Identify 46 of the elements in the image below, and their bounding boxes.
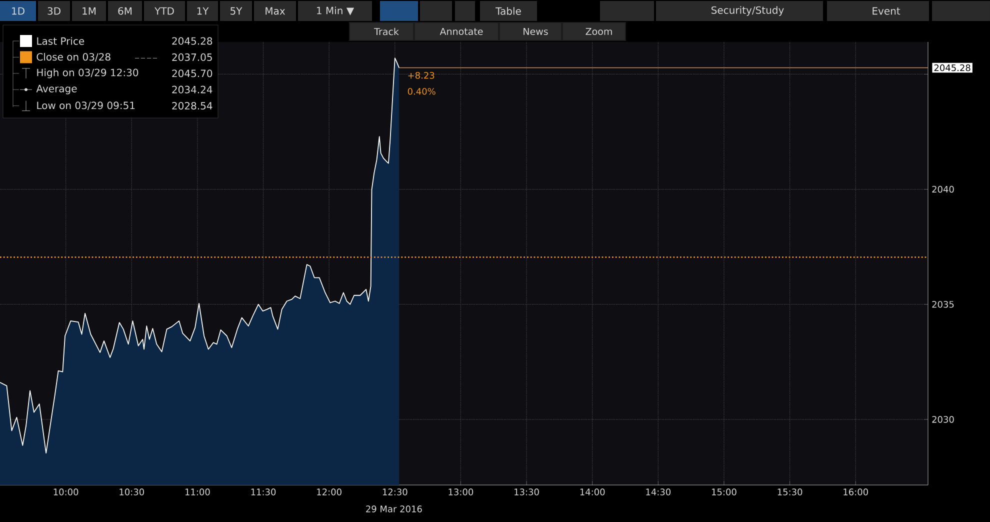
text: 3D	[48, 7, 60, 15]
text: Zoom	[586, 28, 612, 36]
text: Max	[266, 7, 286, 15]
annotation: 0.40%	[408, 88, 436, 95]
text: News	[524, 28, 548, 36]
annotation: Low on 03/29 09:51	[37, 102, 135, 110]
text: Event	[872, 7, 900, 15]
x-tick-label: 11:00	[185, 488, 210, 496]
text: 1Y	[197, 7, 209, 15]
text: 1 Min ▼	[317, 6, 354, 16]
y-tick-label: 2030	[932, 416, 954, 423]
x-tick-label: 15:30	[778, 488, 802, 496]
text: 1M	[82, 7, 96, 15]
ref-line-label: 2045.28	[934, 64, 970, 72]
annotation: 2045.28	[172, 37, 212, 45]
x-tick-label: 12:30	[382, 488, 408, 496]
annotation: 2045.70	[172, 70, 212, 78]
x-tick-label: 12:00	[317, 488, 342, 496]
text: 5Y	[230, 7, 242, 15]
legend-label: Close on 03/28	[36, 52, 110, 62]
x-tick-label: 10:00	[54, 488, 78, 496]
x-tick-label: 13:30	[514, 488, 539, 496]
text: Security/Study	[712, 6, 784, 16]
x-tick-label: 15:00	[712, 488, 736, 496]
annotation: +8.23	[408, 72, 434, 79]
annotation: Average	[36, 84, 77, 94]
x-tick-label: 14:30	[646, 488, 671, 496]
text: Track	[374, 28, 399, 36]
x-tick-label: 13:00	[448, 488, 474, 496]
y-tick-label: 2040	[932, 186, 954, 193]
x-tick-label: 14:00	[580, 488, 605, 496]
text: Annotate	[440, 28, 483, 36]
y-tick-label: 2035	[932, 300, 954, 308]
annotation: High on 03/29 12:30	[37, 68, 138, 78]
text: Table	[496, 7, 521, 15]
text: 6M	[118, 7, 132, 15]
x-axis-title: 29 Mar 2016	[366, 506, 422, 512]
legend-label: Last Price	[37, 37, 84, 45]
annotation: 2037.05	[172, 53, 212, 61]
x-tick-label: 11:30	[251, 488, 276, 496]
x-tick-label: 16:00	[844, 488, 868, 496]
text: YTD	[154, 7, 174, 15]
x-tick-label: 10:30	[120, 488, 144, 496]
text: 1D	[12, 7, 24, 15]
annotation: 2028.54	[172, 102, 212, 110]
annotation: 2034.24	[172, 86, 212, 94]
